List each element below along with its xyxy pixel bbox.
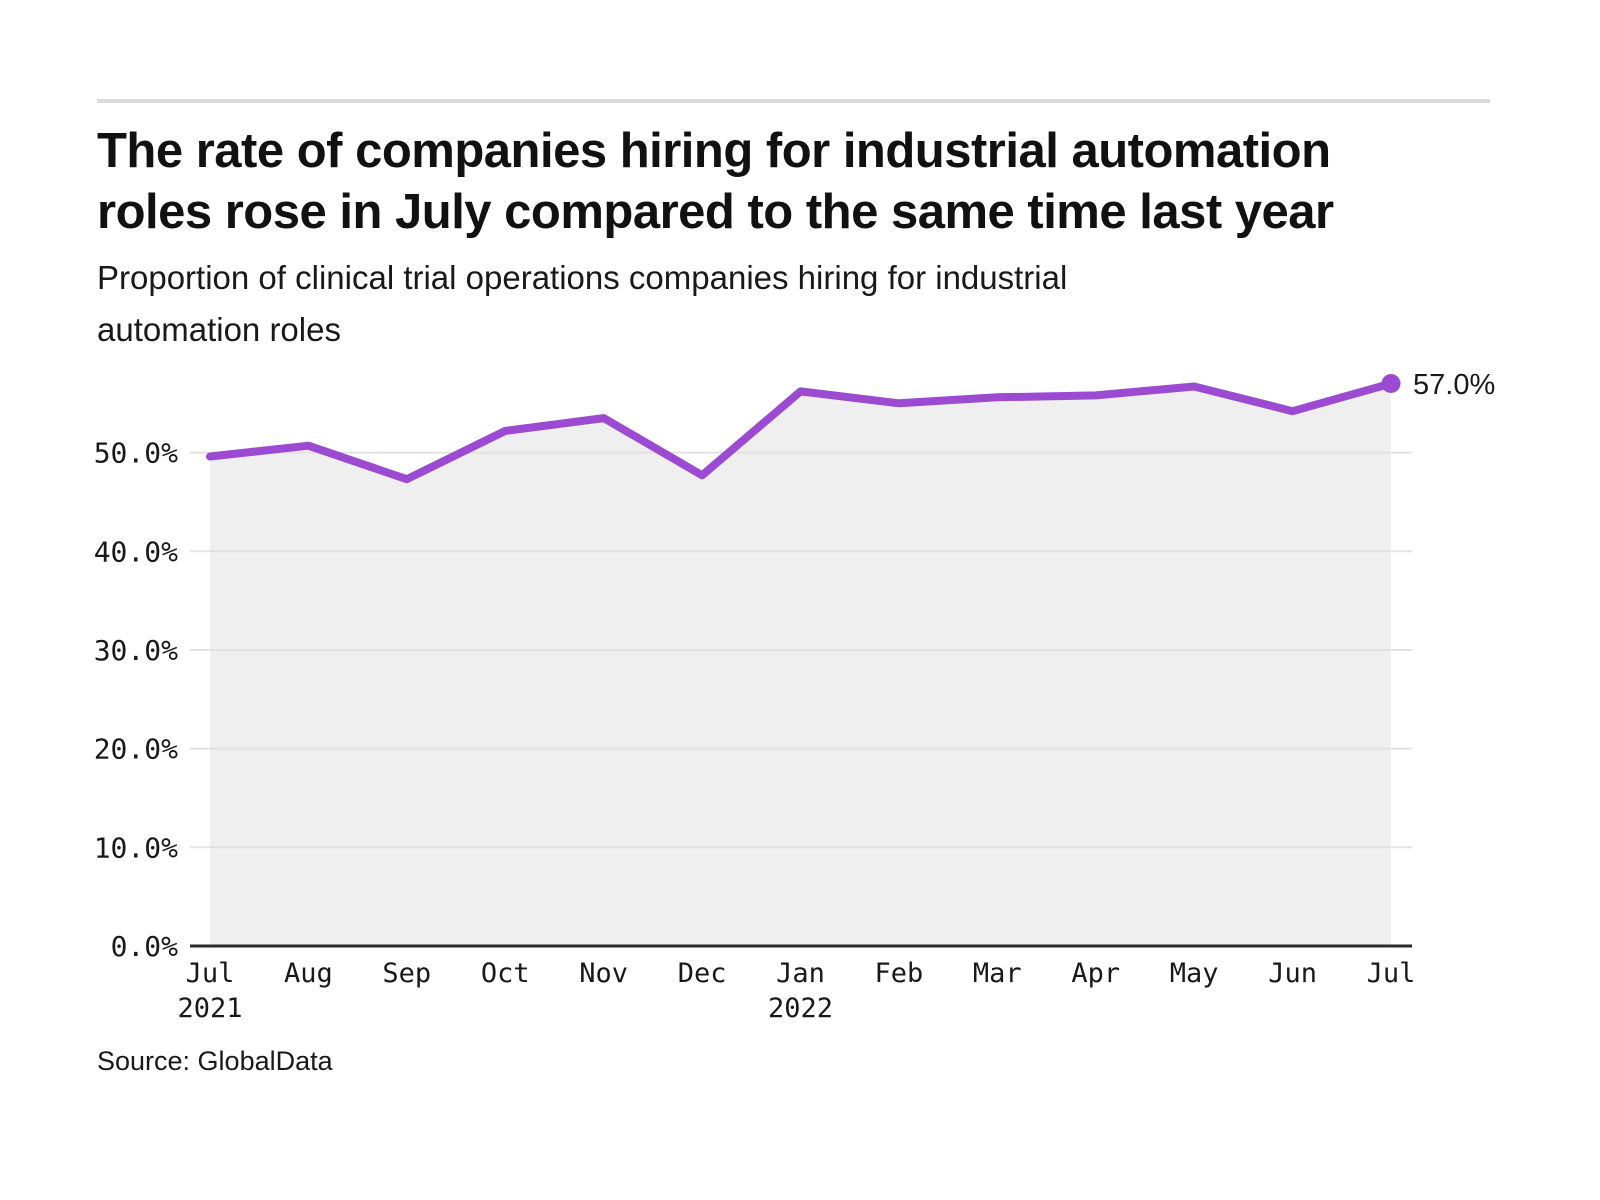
trend-line — [206, 379, 1395, 484]
page-title-line-1: The rate of companies hiring for industr… — [97, 124, 1331, 178]
end-point-dot — [1381, 374, 1401, 393]
page-title: The rate of companies hiring for industr… — [97, 121, 1497, 243]
y-tick-label: 10.0% — [94, 831, 178, 864]
x-tick-label: Aug — [284, 958, 333, 989]
end-point-label: 57.0% — [1413, 369, 1495, 401]
chart-subtitle-line-1: Proportion of clinical trial operations … — [97, 259, 1068, 296]
x-year-label: 2022 — [768, 993, 833, 1024]
x-tick-label: Jun — [1268, 958, 1317, 989]
chart-subtitle-line-2: automation roles — [97, 311, 341, 348]
y-tick-label: 20.0% — [94, 733, 178, 766]
x-tick-label: Oct — [481, 958, 530, 989]
x-tick-label: Sep — [382, 958, 431, 989]
x-tick-label: Apr — [1071, 958, 1120, 989]
x-tick-label: May — [1170, 958, 1219, 989]
page-title-line-2: roles rose in July compared to the same … — [97, 185, 1334, 239]
x-year-label: 2021 — [177, 993, 242, 1024]
x-tick-label: Jul — [186, 958, 235, 989]
area-fill — [210, 383, 1391, 946]
x-tick-label: Dec — [678, 958, 727, 989]
y-tick-label: 30.0% — [94, 634, 178, 667]
source-attribution: Source: GlobalData — [97, 1046, 333, 1076]
chart-subtitle: Proportion of clinical trial operations … — [97, 252, 1497, 356]
y-tick-label: 50.0% — [94, 437, 178, 470]
x-tick-label: Jul — [1367, 958, 1416, 989]
y-tick-label: 0.0% — [111, 930, 179, 963]
x-tick-label: Jan — [776, 958, 825, 989]
top-divider — [97, 99, 1490, 103]
x-tick-label: Feb — [875, 958, 924, 989]
x-tick-label: Nov — [579, 958, 628, 989]
y-tick-label: 40.0% — [94, 535, 178, 568]
x-tick-label: Mar — [973, 958, 1022, 989]
